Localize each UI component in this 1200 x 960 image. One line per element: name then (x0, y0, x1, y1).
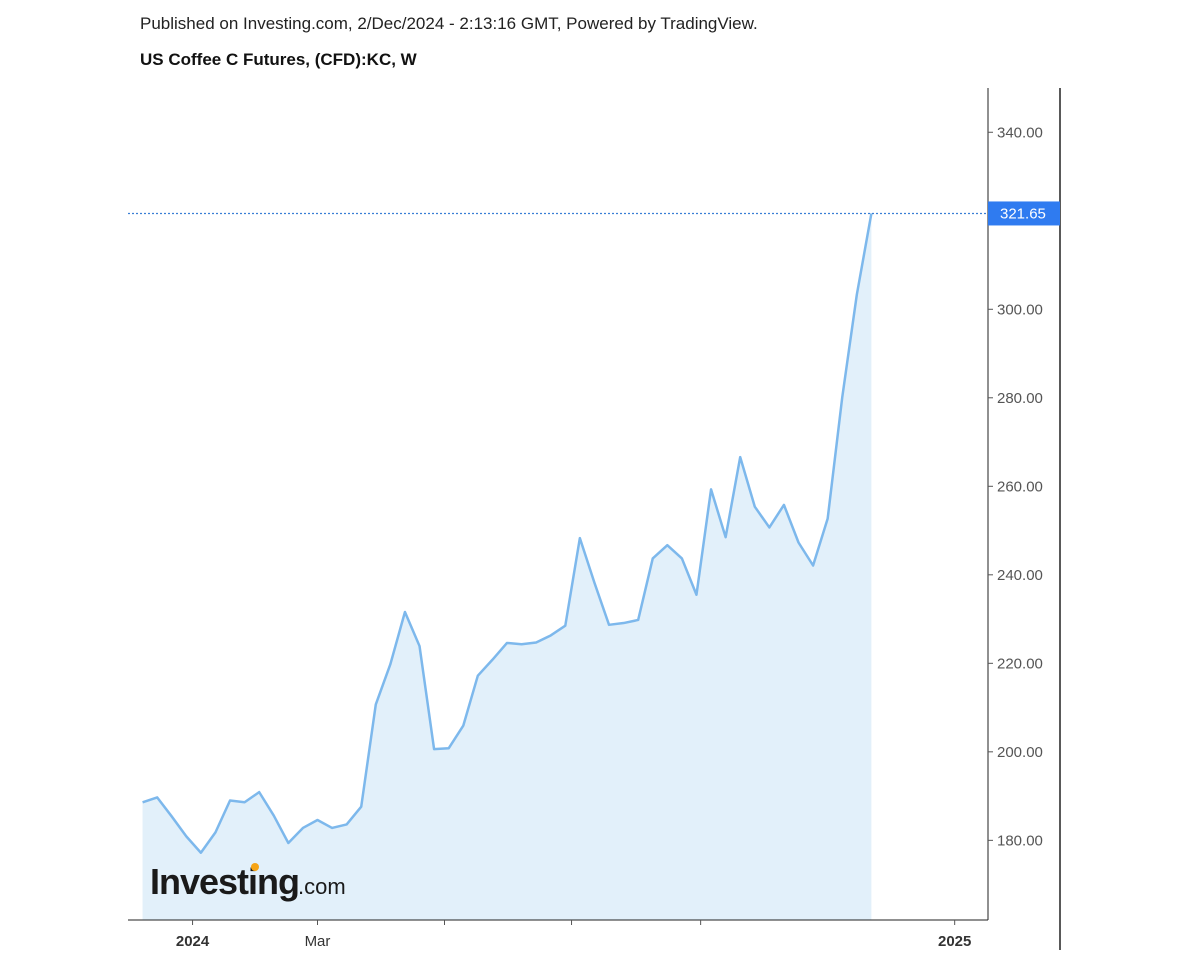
price-area-layer (142, 213, 872, 920)
price-area (142, 213, 872, 920)
price-line-layer (142, 213, 873, 854)
y-tick-label: 180.00 (997, 832, 1043, 849)
x-axis-ticks: 2024 Mar 2025 (176, 920, 971, 950)
published-note: Published on Investing.com, 2/Dec/2024 -… (140, 14, 758, 33)
y-tick-label: 260.00 (997, 478, 1043, 495)
logo-suffix: .com (298, 874, 346, 899)
logo-accent-dot (251, 863, 259, 871)
x-tick-label: Mar (305, 933, 331, 950)
x-tick-label: 2024 (176, 933, 210, 950)
chart-title: US Coffee C Futures, (CFD):KC, W (140, 50, 417, 69)
y-axis-ticks: 180.00 200.00 220.00 240.00 260.00 280.00 300.… (988, 124, 1043, 849)
last-price-badge: 321.65 (988, 201, 1060, 226)
investing-logo: Investing .com (150, 861, 346, 902)
price-line (142, 213, 873, 854)
y-tick-label: 240.00 (997, 567, 1043, 584)
y-tick-label: 280.00 (997, 390, 1043, 407)
last-price-label: 321.65 (1000, 205, 1046, 222)
x-tick-label: 2025 (938, 933, 971, 950)
y-tick-label: 340.00 (997, 124, 1043, 141)
y-tick-label: 200.00 (997, 744, 1043, 761)
y-tick-label: 220.00 (997, 655, 1043, 672)
logo-wordmark: Investing (150, 861, 299, 902)
y-tick-label: 300.00 (997, 301, 1043, 318)
